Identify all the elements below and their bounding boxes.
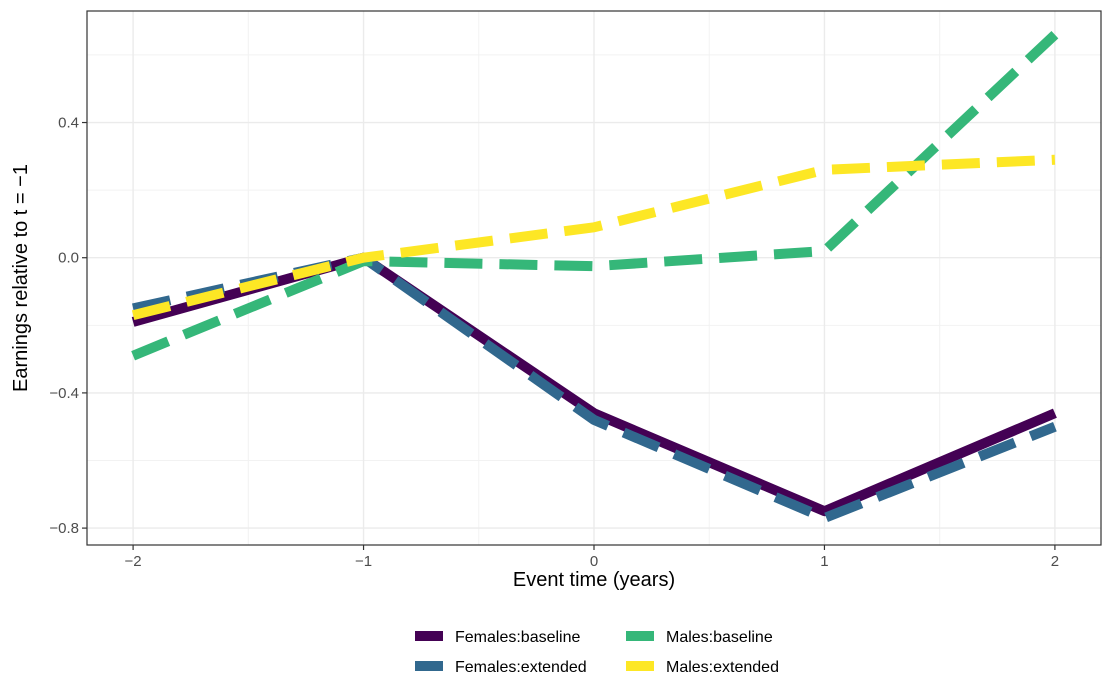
x-tick-label: 2: [1051, 553, 1059, 570]
series-line-males-baseline: [131, 31, 1059, 361]
y-axis-title: Earnings relative to t = −1: [10, 164, 32, 392]
x-tick-label: −2: [125, 553, 142, 570]
grid-lines: [87, 11, 1101, 545]
y-tick-label: 0.0: [58, 250, 79, 267]
legend-label: Females:baseline: [455, 629, 581, 646]
y-tick-label: −0.8: [49, 520, 79, 537]
x-tick-label: 0: [590, 553, 598, 570]
x-tick-label: −1: [355, 553, 372, 570]
x-axis: −2 −1 0 1 2: [125, 545, 1059, 570]
series-lines: [131, 31, 1059, 523]
legend-label: Males:extended: [666, 659, 779, 676]
legend-label: Males:baseline: [666, 629, 773, 646]
series-line-males-extended: [131, 154, 1056, 321]
series-line-females-baseline: [131, 252, 1057, 517]
y-axis: −0.8 −0.4 0.0 0.4: [49, 115, 87, 537]
x-axis-title: Event time (years): [513, 569, 675, 591]
y-tick-label: −0.4: [49, 385, 79, 402]
legend-label: Females:extended: [455, 659, 587, 676]
series-line-females-extended: [132, 252, 1057, 523]
y-tick-label: 0.4: [58, 115, 79, 132]
legend: Females:baseline Females:extended Males:ba…: [415, 629, 779, 676]
x-tick-label: 1: [820, 553, 828, 570]
